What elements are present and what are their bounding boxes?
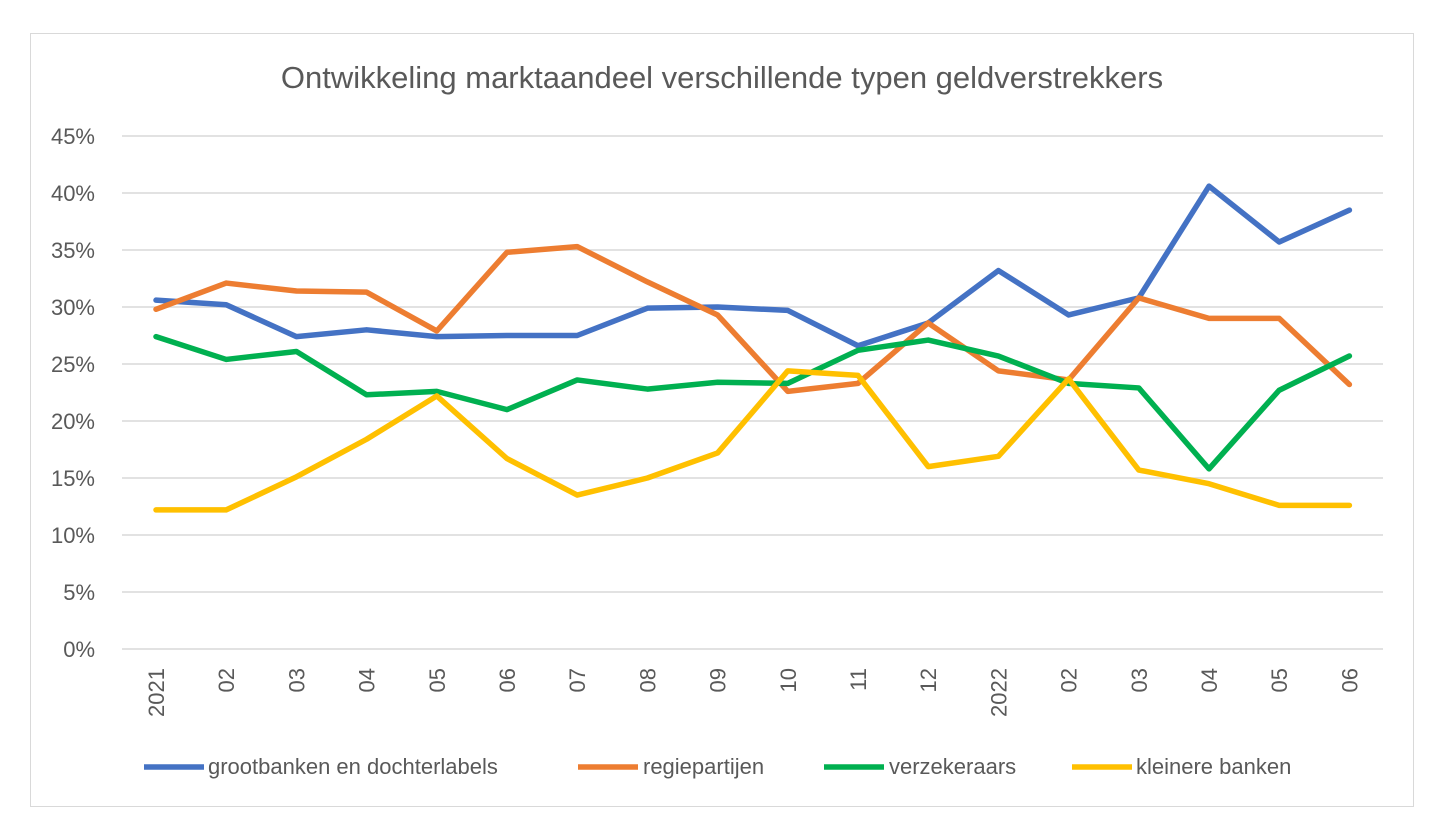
y-tick-label: 45% (51, 124, 95, 149)
x-tick-label: 02 (1057, 668, 1082, 692)
x-tick-label: 02 (214, 668, 239, 692)
y-tick-label: 20% (51, 409, 95, 434)
x-tick-label: 07 (565, 668, 590, 692)
x-tick-label: 04 (355, 668, 380, 692)
legend-label: regiepartijen (643, 754, 764, 779)
x-tick-label: 2021 (144, 668, 169, 717)
y-tick-label: 30% (51, 295, 95, 320)
chart-title: Ontwikkeling marktaandeel verschillende … (281, 60, 1163, 95)
legend-item: grootbanken en dochterlabels (144, 754, 498, 779)
x-tick-label: 06 (1337, 668, 1362, 692)
x-tick-label: 10 (776, 668, 801, 692)
y-tick-label: 35% (51, 238, 95, 263)
y-tick-label: 40% (51, 181, 95, 206)
x-tick-label: 2022 (986, 668, 1011, 717)
x-tick-label: 09 (706, 668, 731, 692)
x-tick-label: 12 (916, 668, 941, 692)
y-tick-label: 25% (51, 352, 95, 377)
series-line-3 (153, 368, 1353, 513)
x-tick-label: 11 (846, 668, 871, 691)
legend-item: regiepartijen (578, 754, 764, 779)
x-tick-label: 05 (425, 668, 450, 692)
y-axis-ticks: 0% 5% 10% 15% 20% 25% 30% 35% 40% 45% (51, 124, 95, 662)
series-line-2 (153, 333, 1353, 472)
series-lines (153, 183, 1353, 513)
legend: grootbanken en dochterlabels regiepartije… (144, 754, 1291, 779)
x-tick-label: 03 (1127, 668, 1152, 692)
x-tick-label: 06 (495, 668, 520, 692)
chart-frame (30, 33, 1414, 807)
legend-item: verzekeraars (824, 754, 1016, 779)
legend-label: grootbanken en dochterlabels (208, 754, 498, 779)
series-line-1 (153, 243, 1353, 395)
y-tick-label: 0% (63, 637, 95, 662)
y-tick-label: 15% (51, 466, 95, 491)
legend-item: kleinere banken (1072, 754, 1291, 779)
legend-label: verzekeraars (889, 754, 1016, 779)
legend-label: kleinere banken (1136, 754, 1291, 779)
x-tick-label: 08 (635, 668, 660, 692)
x-axis-ticks: 2021 02 03 04 05 06 07 08 09 10 11 12 2022 02 03 04 05 06 (144, 668, 1362, 717)
x-tick-label: 03 (284, 668, 309, 692)
x-tick-label: 05 (1267, 668, 1292, 692)
series-line-0 (153, 183, 1353, 349)
x-tick-label: 04 (1197, 668, 1222, 692)
y-tick-label: 10% (51, 523, 95, 548)
y-tick-label: 5% (63, 580, 95, 605)
